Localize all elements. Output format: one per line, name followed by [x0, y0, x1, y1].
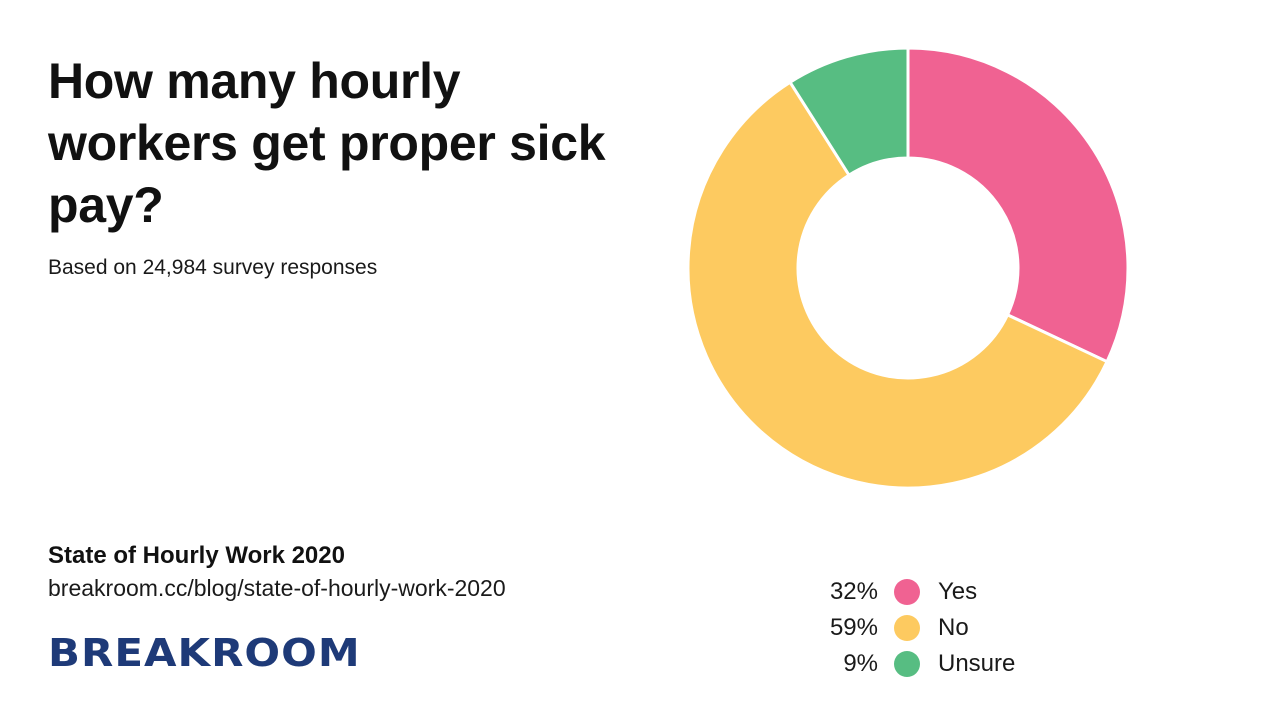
legend-swatch	[894, 579, 920, 605]
slice-no	[686, 80, 1110, 490]
donut-chart	[686, 46, 1130, 490]
legend-label: Yes	[938, 578, 978, 605]
chart-subtitle: Based on 24,984 survey responses	[48, 256, 378, 279]
chart-title: How many hourly workers get proper sick …	[48, 53, 606, 233]
slice-yes	[906, 46, 1130, 364]
legend-label: Unsure	[938, 650, 1016, 677]
legend-item-yes: 32% Yes	[800, 574, 1100, 610]
legend-value: 9%	[843, 650, 878, 677]
breakroom-logo: BREAKROOM	[48, 630, 361, 676]
legend-swatch	[894, 615, 920, 641]
legend-item-unsure: 9% Unsure	[800, 646, 1100, 682]
legend-value: 59%	[829, 614, 878, 641]
slice-unsure	[788, 46, 910, 178]
legend-label: No	[938, 614, 969, 641]
report-url-link[interactable]: breakroom.cc/blog/state-of-hourly-work-2…	[48, 575, 506, 601]
chart-legend: 32% Yes 59% No 9% Unsure	[800, 574, 1100, 682]
legend-value: 32%	[829, 578, 878, 605]
legend-swatch	[894, 651, 920, 677]
report-name: State of Hourly Work 2020	[48, 542, 345, 569]
legend-item-no: 59% No	[800, 610, 1100, 646]
